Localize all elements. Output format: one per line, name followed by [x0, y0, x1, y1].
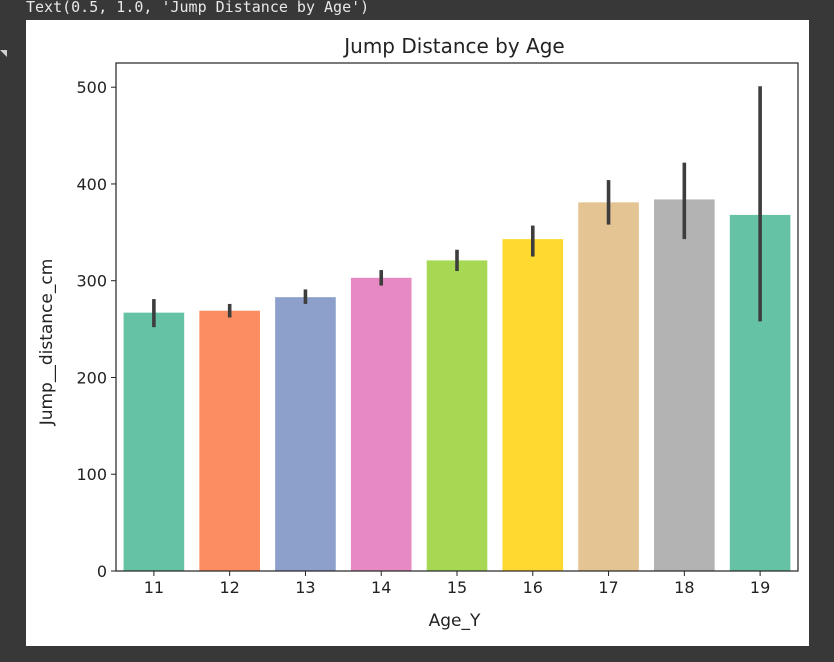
- x-tick-label: 13: [295, 578, 315, 597]
- bar-14: [350, 277, 412, 571]
- bar-chart: Jump Distance by Age Age_Y Jump__distanc…: [37, 34, 799, 631]
- y-tick-label: 500: [76, 78, 107, 97]
- plot-area-frame: [115, 62, 799, 572]
- bar-15: [426, 260, 488, 571]
- y-axis-ticks: 0 100 200 300 400 500: [76, 78, 116, 581]
- x-tick-label: 18: [674, 578, 694, 597]
- bars-group: [123, 199, 791, 572]
- x-tick-label: 19: [750, 578, 770, 597]
- x-tick-label: 17: [598, 578, 618, 597]
- y-tick-label: 400: [76, 175, 107, 194]
- x-tick-label: 15: [447, 578, 467, 597]
- bar-13: [275, 297, 336, 571]
- y-tick-label: 0: [97, 562, 107, 581]
- bar-11: [123, 312, 185, 571]
- x-axis-ticks: 11 12 13 14 15 16 17 18 19: [144, 571, 770, 597]
- cell-collapse-icon[interactable]: [0, 50, 7, 57]
- x-axis-label: Age_Y: [429, 611, 481, 631]
- bar-16: [502, 239, 564, 571]
- y-axis-label: Jump__distance_cm: [37, 259, 57, 427]
- bar-17: [578, 202, 639, 571]
- chart-figure: Jump Distance by Age Age_Y Jump__distanc…: [26, 20, 809, 646]
- x-tick-label: 12: [219, 578, 239, 597]
- bar-12: [199, 310, 260, 571]
- y-tick-label: 300: [76, 272, 107, 291]
- chart-title: Jump Distance by Age: [342, 34, 565, 58]
- error-bars-group: [152, 86, 762, 328]
- x-tick-label: 14: [371, 578, 391, 597]
- cell-output-text: Text(0.5, 1.0, 'Jump Distance by Age'): [26, 0, 370, 16]
- x-tick-label: 16: [523, 578, 543, 597]
- y-tick-label: 200: [76, 368, 107, 387]
- bar-18: [654, 199, 715, 572]
- y-tick-label: 100: [76, 465, 107, 484]
- x-tick-label: 11: [144, 578, 164, 597]
